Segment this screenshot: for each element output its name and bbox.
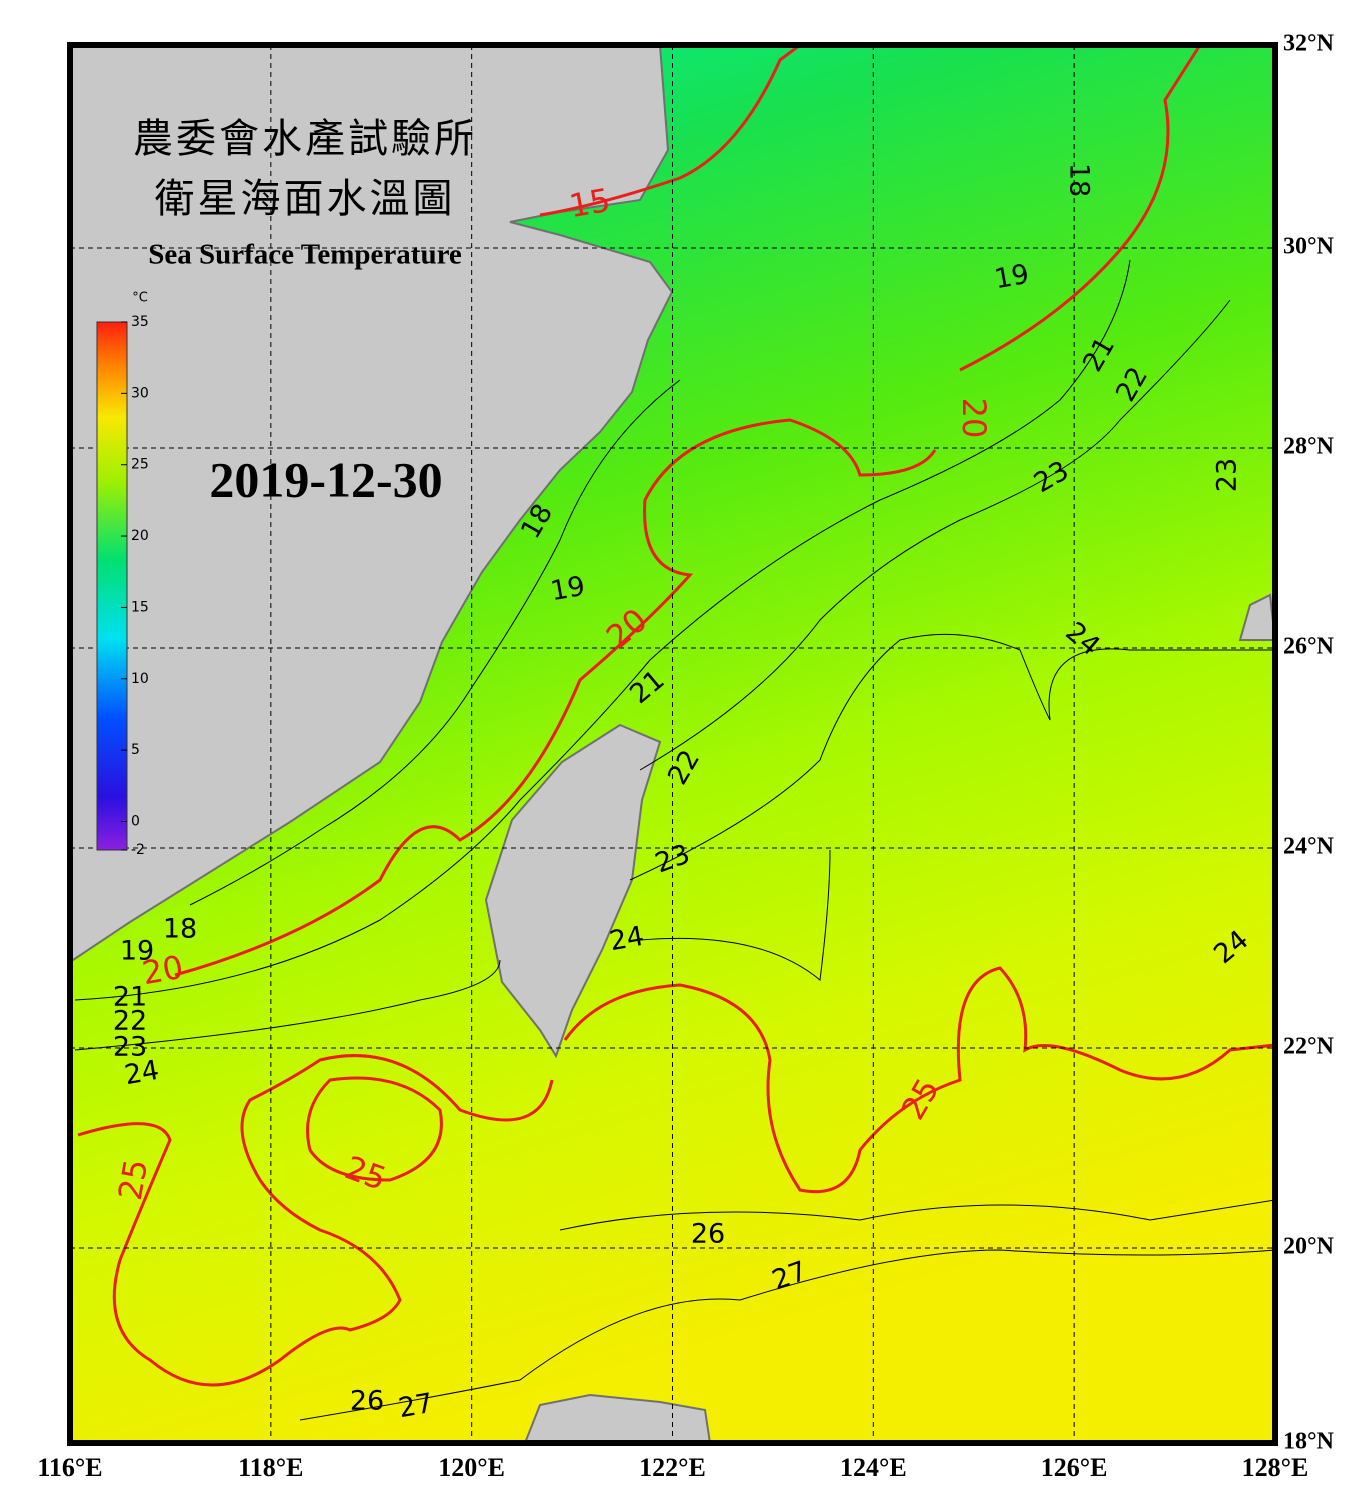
- luzon: [523, 1393, 712, 1443]
- colorbar-tick-label: 5: [131, 742, 140, 758]
- map-frame: [67, 42, 1278, 1446]
- contour-label: 24: [122, 1055, 161, 1091]
- colorbar-tick-label: 35: [131, 314, 149, 330]
- isotherm: [189, 379, 681, 906]
- title-line: 農委會水產試驗所: [133, 116, 477, 161]
- title-line: 衛星海面水溫圖: [155, 176, 456, 221]
- isotherm: [539, 45, 801, 217]
- colorbar-tick-label: 20: [131, 528, 149, 544]
- isotherm: [639, 849, 831, 981]
- contour-label: 26: [350, 1386, 384, 1417]
- colorbar: [96, 321, 128, 851]
- isotherm: [174, 418, 937, 977]
- lat-label: 26°N: [1283, 634, 1335, 660]
- graticule: [70, 45, 1275, 1443]
- contour-label: 22: [113, 1006, 147, 1037]
- colorbar-tick-label: 0: [131, 813, 140, 829]
- isotherm: [639, 299, 1231, 771]
- lon-label: 122°E: [639, 1453, 706, 1482]
- subtitle: Sea Surface Temperature: [148, 239, 462, 271]
- contour-label: 27: [396, 1388, 435, 1424]
- contour-label: 25: [111, 1156, 155, 1203]
- contour-label: 24: [607, 921, 646, 957]
- taiwan: [484, 723, 662, 1059]
- contour-label: 23: [1212, 458, 1243, 492]
- contour-label: 20: [139, 948, 186, 992]
- island: [1238, 593, 1275, 641]
- colorbar-tick-label: 25: [131, 457, 149, 473]
- contour-label: 19: [120, 936, 154, 967]
- lat-label: 24°N: [1283, 834, 1335, 860]
- contour-label: 23: [113, 1032, 147, 1063]
- isotherm: [74, 259, 1131, 1001]
- lat-label: 32°N: [1283, 31, 1335, 57]
- isotherm: [559, 1199, 1275, 1231]
- colorbar-tick-label: 15: [131, 599, 149, 615]
- lat-label: 30°N: [1283, 234, 1335, 260]
- contour-label: 18: [1064, 163, 1095, 197]
- lat-label: 28°N: [1283, 434, 1335, 460]
- lon-label: 116°E: [37, 1453, 102, 1482]
- isotherm: [306, 1076, 443, 1182]
- lat-label: 22°N: [1283, 1034, 1335, 1060]
- isotherm: [77, 1054, 554, 1387]
- isotherm: [563, 966, 1275, 1194]
- contour-label: 19: [992, 259, 1031, 295]
- isotherm: [299, 1249, 1275, 1421]
- isotherms: [74, 45, 1275, 1421]
- isotherm: [74, 959, 501, 1051]
- lon-label: 118°E: [238, 1453, 303, 1482]
- lat-label: 18°N: [1283, 1429, 1335, 1455]
- lat-label: 20°N: [1283, 1234, 1335, 1260]
- lon-label: 126°E: [1041, 1453, 1108, 1482]
- date: 2019-12-30: [209, 451, 442, 507]
- contour-label: 20: [955, 398, 993, 439]
- contour-label: 21: [113, 982, 147, 1013]
- colorbar-tick-label: -2: [131, 842, 145, 858]
- contour-label: 19: [548, 571, 587, 607]
- isotherm: [629, 633, 1275, 881]
- lon-label: 124°E: [840, 1453, 907, 1482]
- mainland: [70, 45, 674, 964]
- isotherm: [959, 45, 1202, 372]
- colorbar-unit: °C: [132, 291, 148, 306]
- lon-label: 128°E: [1242, 1453, 1309, 1482]
- lon-label: 120°E: [438, 1453, 505, 1482]
- contour-label: 15: [566, 181, 613, 225]
- contour-label: 18: [163, 914, 197, 945]
- colorbar-tick-label: 10: [131, 671, 149, 687]
- contour-label: 26: [691, 1219, 725, 1250]
- colorbar-tick-label: 30: [131, 385, 149, 401]
